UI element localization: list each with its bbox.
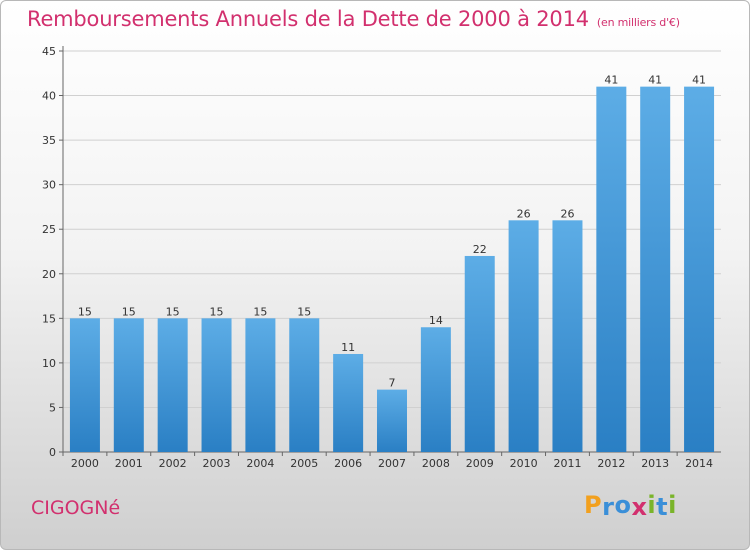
bar-2011 — [552, 220, 583, 452]
bar-2013 — [640, 86, 671, 453]
data-label-2011: 26 — [560, 207, 574, 220]
bars — [69, 86, 715, 453]
bar-2006 — [333, 353, 364, 452]
y-tick-label: 5 — [49, 401, 56, 414]
data-label-2014: 41 — [692, 74, 706, 87]
y-tick-label: 30 — [42, 179, 56, 192]
logo-letter: i — [647, 491, 657, 519]
x-tick-label-2012: 2012 — [597, 457, 625, 470]
x-tick-label-2006: 2006 — [334, 457, 362, 470]
data-label-2010: 26 — [517, 207, 531, 220]
logo-letter: o — [614, 491, 632, 519]
data-label-2003: 15 — [210, 305, 224, 318]
x-tick-label-2014: 2014 — [685, 457, 713, 470]
logo-letter: t — [656, 493, 669, 521]
bar-2001 — [113, 318, 144, 452]
logo-letter: r — [602, 493, 615, 521]
y-tick-label: 35 — [42, 134, 56, 147]
title-text: Remboursements Annuels de la Dette de 20… — [27, 7, 589, 31]
bar-2012 — [596, 86, 627, 453]
logo-letter: P — [584, 491, 603, 519]
bar-2004 — [245, 318, 276, 452]
x-tick-label-2011: 2011 — [553, 457, 581, 470]
x-tick-label-2000: 2000 — [71, 457, 99, 470]
y-tick-label: 10 — [42, 357, 56, 370]
bar-2002 — [157, 318, 188, 452]
data-label-2005: 15 — [297, 305, 311, 318]
bar-2009 — [464, 255, 495, 452]
data-label-2002: 15 — [166, 305, 180, 318]
data-label-2006: 11 — [341, 341, 355, 354]
bar-2005 — [289, 318, 320, 452]
x-tick-label-2007: 2007 — [378, 457, 406, 470]
data-label-2012: 41 — [604, 74, 618, 87]
y-tick-label: 0 — [49, 446, 56, 459]
x-tick-label-2003: 2003 — [203, 457, 231, 470]
x-tick-label-2010: 2010 — [510, 457, 538, 470]
y-tick-label: 25 — [42, 223, 56, 236]
x-tick-label-2009: 2009 — [466, 457, 494, 470]
y-tick-label: 20 — [42, 268, 56, 281]
bar-2010 — [508, 220, 539, 452]
labels: 15 15 15 15 15 15 11 7 14 22 26 26 41 41 41 — [78, 74, 706, 390]
logo-letter: i — [668, 491, 677, 519]
data-label-2004: 15 — [253, 305, 267, 318]
data-label-2001: 15 — [122, 305, 136, 318]
data-label-2000: 15 — [78, 305, 92, 318]
data-label-2008: 14 — [429, 314, 443, 327]
x-tick-label-2013: 2013 — [641, 457, 669, 470]
bar-2000 — [69, 318, 100, 452]
x-tick-label-2004: 2004 — [246, 457, 274, 470]
x-tick-label-2001: 2001 — [115, 457, 143, 470]
x-tick-label-2008: 2008 — [422, 457, 450, 470]
bar-2014 — [684, 86, 715, 453]
y-tick-label: 45 — [42, 45, 56, 58]
y-tick-label: 40 — [42, 90, 56, 103]
bar-2008 — [420, 327, 451, 452]
x-tick-label-2005: 2005 — [290, 457, 318, 470]
chart-title: Remboursements Annuels de la Dette de 20… — [27, 7, 680, 31]
chart-subtitle: (en milliers d'€) — [596, 16, 680, 29]
proxiti-logo: Proxiti — [584, 491, 677, 521]
commune-name: CIGOGNé — [31, 497, 121, 519]
logo-letter: x — [631, 493, 648, 521]
bar-2007 — [377, 389, 407, 452]
bar-2003 — [201, 318, 232, 452]
data-label-2007: 7 — [389, 377, 396, 390]
y-tick-label: 15 — [42, 312, 56, 325]
data-label-2013: 41 — [648, 74, 662, 87]
x-tick-label-2002: 2002 — [159, 457, 187, 470]
data-label-2009: 22 — [473, 243, 487, 256]
